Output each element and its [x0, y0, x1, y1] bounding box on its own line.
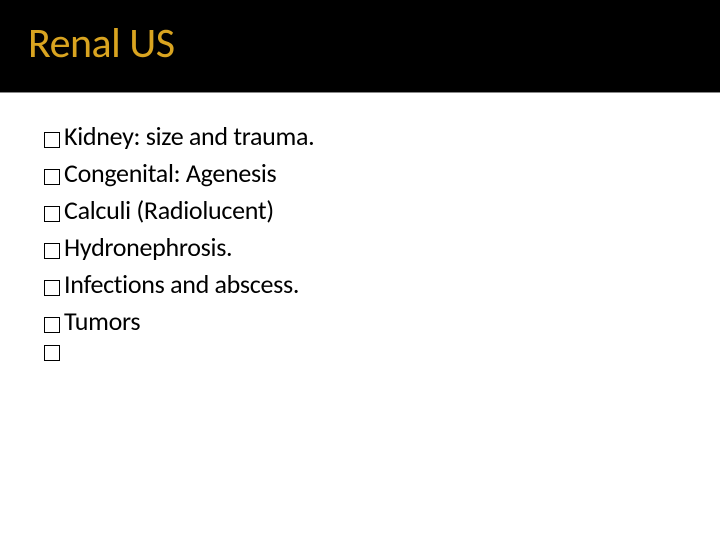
bullet-marker-icon — [44, 132, 60, 148]
list-item: Congenital: Agenesis — [44, 156, 720, 191]
list-item: Tumors — [44, 304, 720, 339]
bullet-marker-icon — [44, 317, 60, 333]
bullet-marker-icon — [44, 243, 60, 259]
bullet-text: Calculi (Radiolucent) — [64, 193, 274, 228]
bullet-marker-icon — [44, 280, 60, 296]
slide-content: Kidney: size and trauma. Congenital: Age… — [0, 93, 720, 358]
title-band: Renal US — [0, 0, 720, 92]
bullet-text: Congenital: Agenesis — [64, 156, 276, 191]
list-item: Infections and abscess. — [44, 267, 720, 302]
bullet-text: Hydronephrosis. — [64, 230, 232, 265]
list-item: Kidney: size and trauma. — [44, 119, 720, 154]
bullet-text: Infections and abscess. — [64, 267, 299, 302]
bullet-text: Kidney: size and trauma. — [64, 119, 314, 154]
bullet-marker-icon — [44, 169, 60, 185]
bullet-marker-icon — [44, 206, 60, 222]
slide-title: Renal US — [28, 18, 692, 69]
bullet-text: Tumors — [64, 304, 140, 339]
list-item: Hydronephrosis. — [44, 230, 720, 265]
list-item — [44, 342, 720, 358]
list-item: Calculi (Radiolucent) — [44, 193, 720, 228]
bullet-marker-icon — [44, 345, 60, 361]
